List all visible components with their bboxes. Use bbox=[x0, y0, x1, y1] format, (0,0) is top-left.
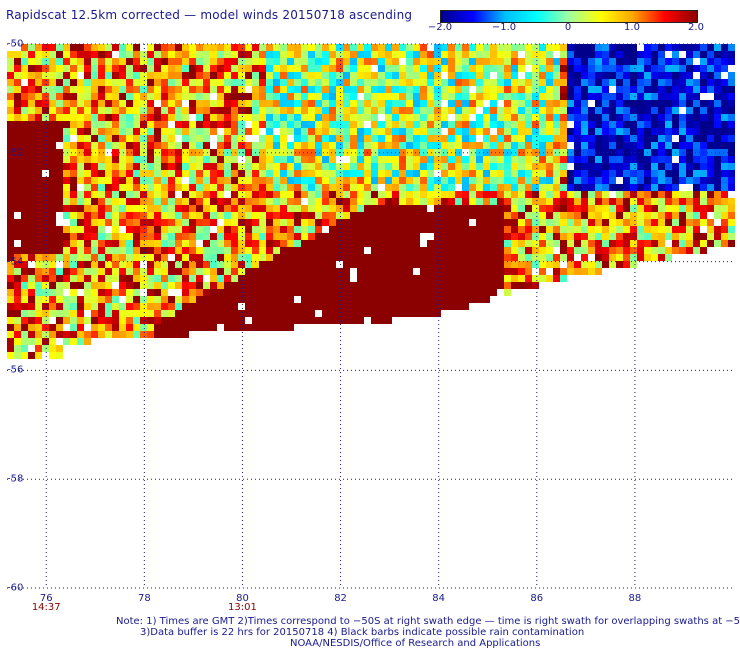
note-line-2: 3)Data buffer is 22 hrs for 20150718 4) … bbox=[140, 627, 585, 638]
colorbar-label: 2.0 bbox=[688, 22, 704, 33]
colorbar bbox=[440, 10, 698, 23]
time-label: 13:01 bbox=[228, 602, 257, 613]
colorbar-label: 1.0 bbox=[624, 22, 640, 33]
time-label: 14:37 bbox=[31, 602, 61, 613]
lat-label: -58 bbox=[7, 473, 24, 485]
lat-label: -54 bbox=[7, 256, 24, 268]
lon-label: 84 bbox=[432, 593, 446, 604]
lon-label: 78 bbox=[137, 593, 151, 604]
lon-label: 82 bbox=[334, 593, 347, 604]
lon-label: 88 bbox=[628, 593, 642, 604]
credit-line: NOAA/NESDIS/Office of Research and Appli… bbox=[290, 638, 541, 649]
lat-label: -60 bbox=[7, 582, 24, 594]
lon-label: 76 bbox=[39, 593, 53, 604]
lat-label: -56 bbox=[7, 364, 24, 376]
plot-title: Rapidscat 12.5km corrected — model winds… bbox=[6, 8, 413, 22]
lat-label: -52 bbox=[7, 147, 24, 159]
colorbar-label: −1.0 bbox=[491, 22, 517, 33]
wind-anomaly-field bbox=[7, 44, 735, 359]
colorbar-label: −2.0 bbox=[427, 22, 453, 33]
note-line-1: Note: 1) Times are GMT 2)Times correspon… bbox=[116, 616, 740, 627]
graticule bbox=[7, 43, 733, 589]
lat-label: -50 bbox=[7, 38, 24, 50]
colorbar-label: 0 bbox=[564, 22, 572, 33]
lon-label: 86 bbox=[530, 593, 544, 604]
lon-label: 80 bbox=[236, 593, 249, 604]
